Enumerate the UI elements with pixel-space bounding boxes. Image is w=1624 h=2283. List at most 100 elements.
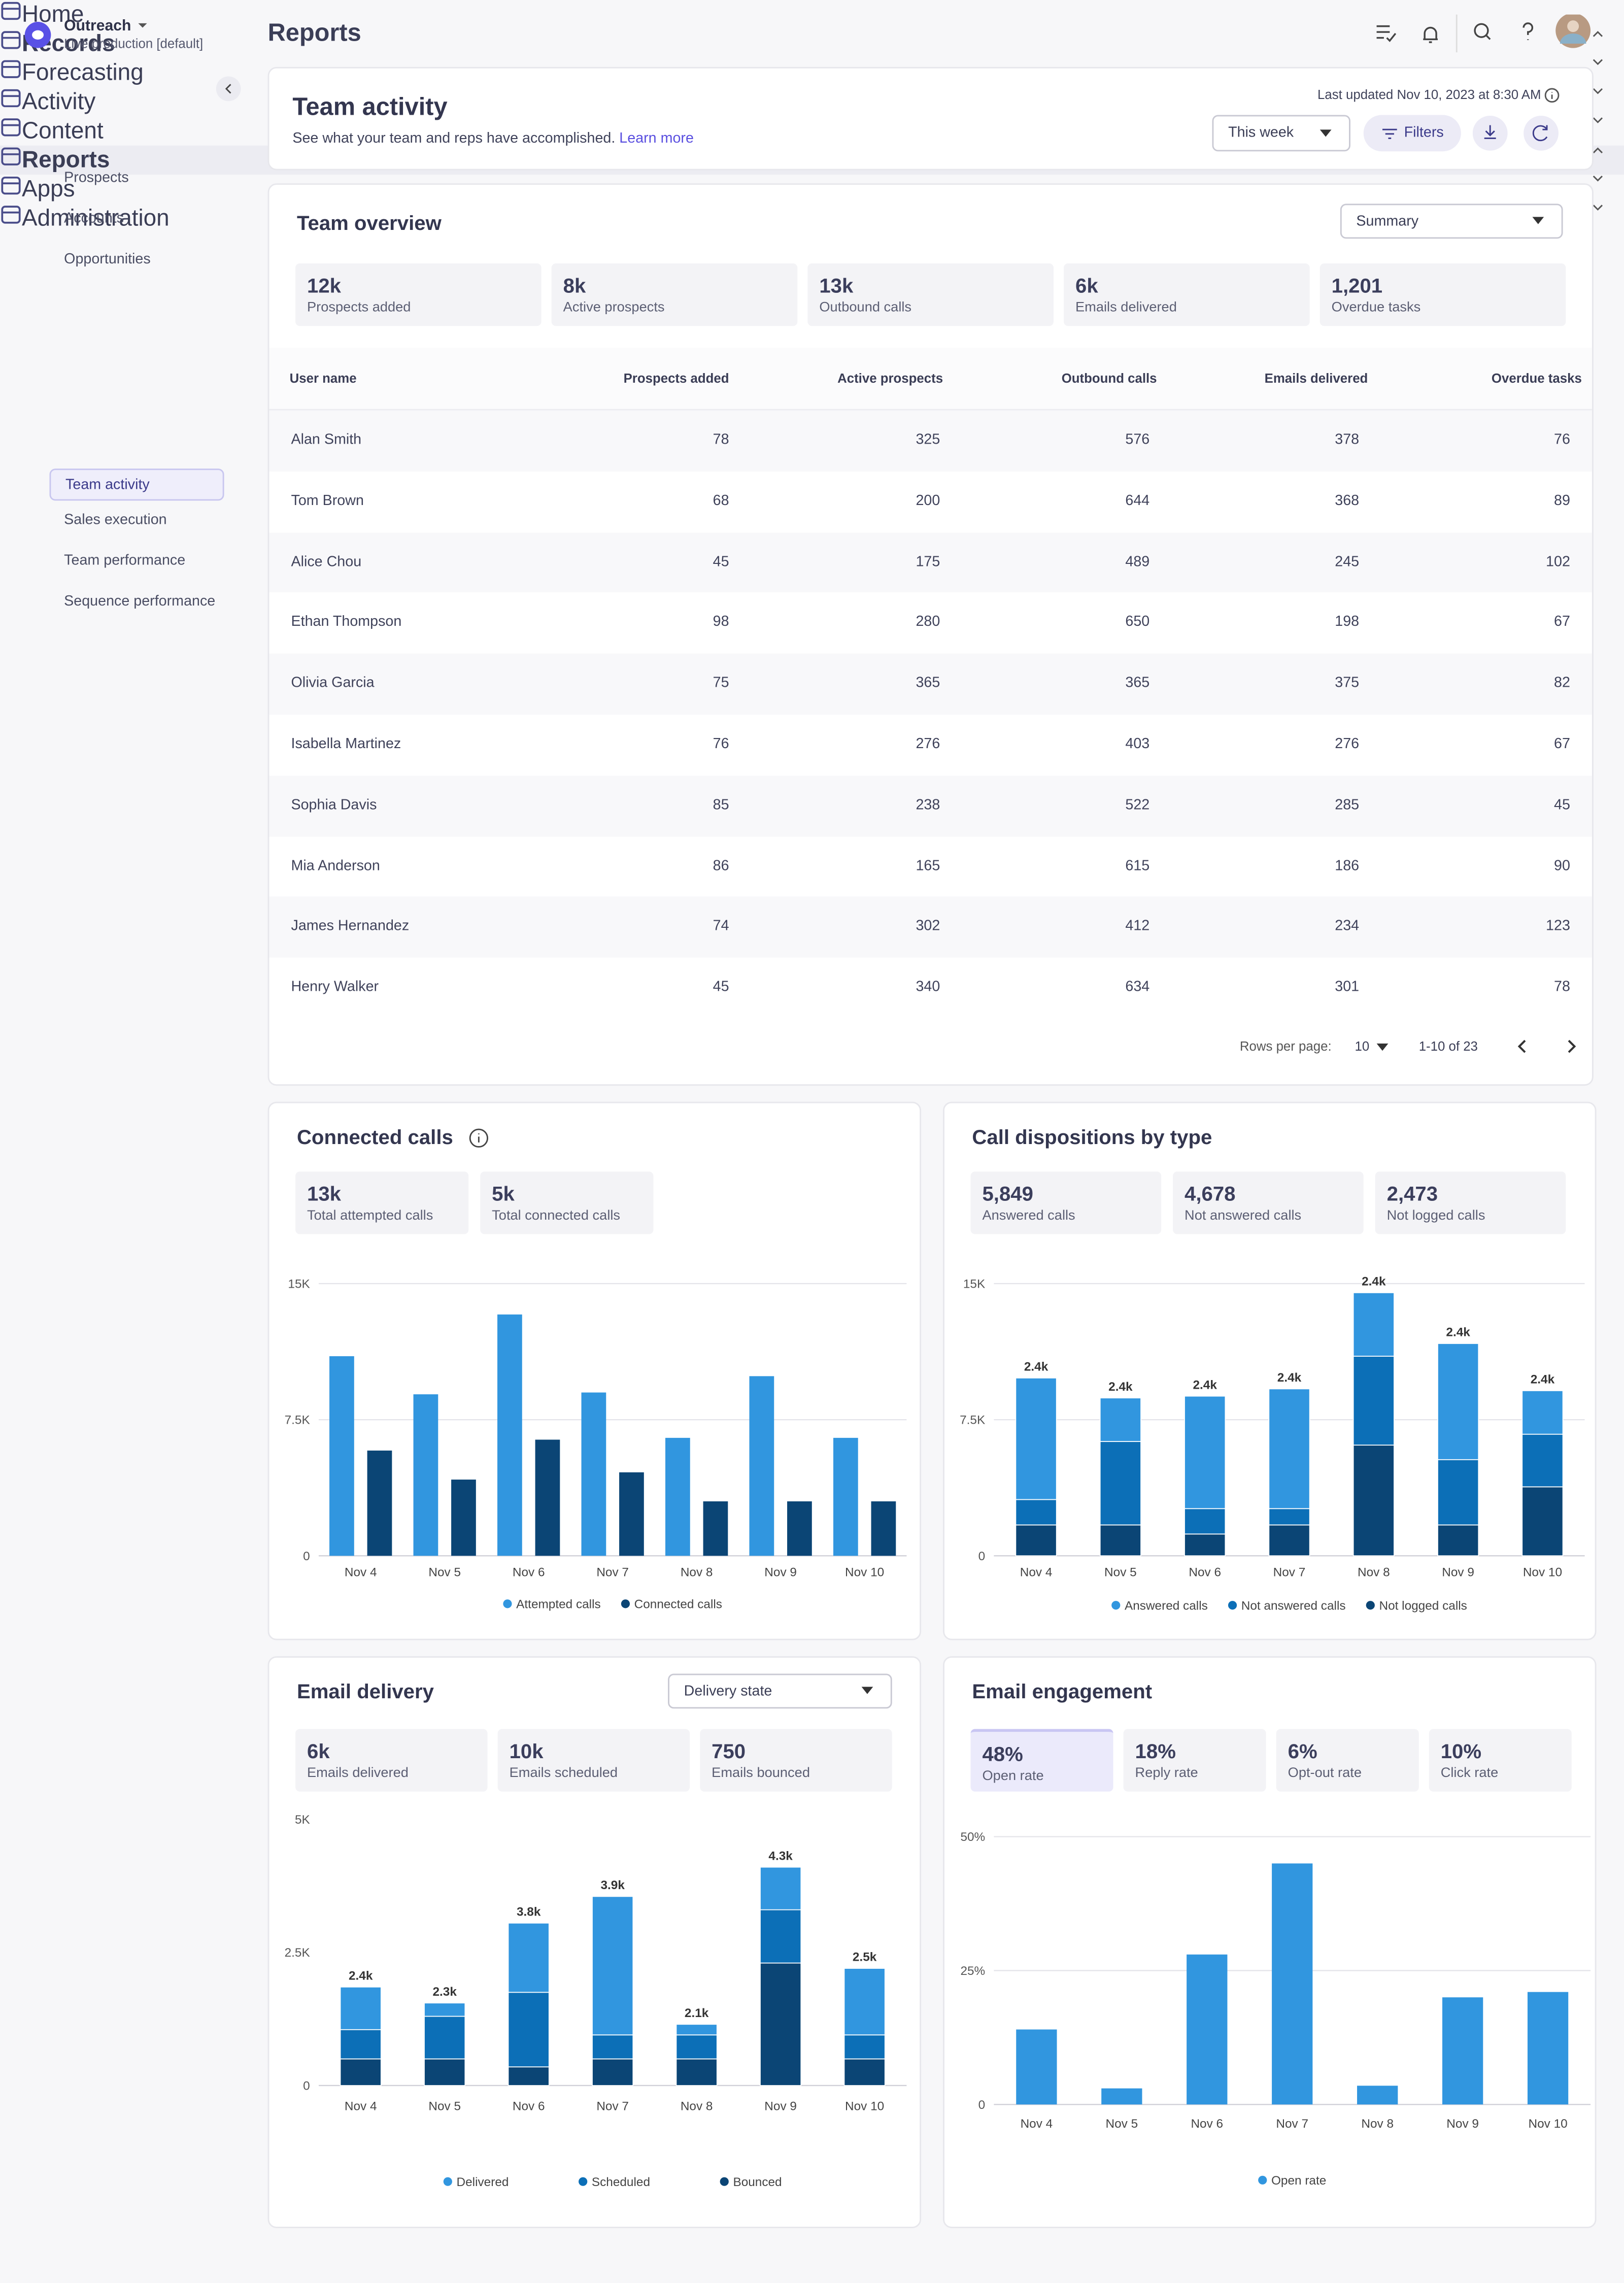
stat-value: 6k: [1075, 274, 1098, 297]
y-tick-label: 0: [303, 2079, 310, 2093]
nav-label: Forecasting: [22, 61, 144, 86]
legend: Open rate: [1258, 2174, 1326, 2188]
pagination[interactable]: [1513, 1036, 1579, 1057]
nav-item[interactable]: Activity: [0, 87, 1624, 116]
table-cell: 276: [1335, 736, 1360, 753]
bar-segment: [507, 1992, 550, 2068]
stat-label: Opt-out rate: [1288, 1765, 1362, 1782]
nav-subitem[interactable]: Team performance: [64, 553, 186, 569]
table-cell: 198: [1335, 615, 1360, 631]
nav-subitem[interactable]: Sales execution: [64, 512, 167, 528]
stat-label: Not logged calls: [1386, 1207, 1485, 1224]
caret: [1376, 1043, 1389, 1051]
legend-label: Attempted calls: [516, 1597, 601, 1611]
bar-annotation: 2.4k: [1024, 1360, 1048, 1374]
logo[interactable]: [23, 20, 52, 57]
stat-value: 6k: [307, 1739, 330, 1763]
bar-annotation: 2.5k: [853, 1951, 877, 1964]
bar-segment: [340, 2058, 382, 2086]
bar-annotation: 2.4k: [349, 1969, 373, 1983]
table-cell: Ethan Thompson: [291, 615, 402, 631]
nav-subitem[interactable]: Prospects: [64, 170, 129, 187]
delivery-select[interactable]: Delivery state: [668, 1673, 892, 1709]
header-card: Team activity See what your team and rep…: [267, 66, 1594, 171]
y-tick-label: 0: [303, 1550, 310, 1563]
nav-subitem[interactable]: Opportunities: [64, 252, 151, 268]
chart-card: Delivery state Email delivery 6k Emails de…: [267, 1656, 922, 2228]
bar-segment: [1184, 1395, 1226, 1509]
bar-segment: [843, 2034, 886, 2060]
learn-more-link[interactable]: Learn more: [619, 131, 694, 147]
x-tick-label: Nov 8: [681, 1565, 713, 1579]
bar: [619, 1472, 644, 1556]
info-icon[interactable]: [468, 1128, 489, 1148]
bar-segment: [1521, 1390, 1564, 1435]
range-select[interactable]: This week: [1212, 115, 1350, 152]
nav-subitem[interactable]: Sequence performance: [64, 593, 216, 610]
column-header: Emails delivered: [1264, 371, 1368, 386]
nav-subitem[interactable]: Accounts: [64, 211, 124, 227]
bar: [497, 1314, 522, 1556]
chart: 0 2.5K 5K Nov 4 2.4k Nov 5 2.3k Nov 6 3.8k Nov 7 3…: [285, 1813, 907, 2189]
table-cell: Alice Chou: [291, 554, 362, 570]
info-icon[interactable]: [1544, 87, 1560, 104]
stat-label: Emails bounced: [712, 1765, 810, 1782]
table-cell: 74: [713, 919, 729, 935]
x-tick-label: Nov 9: [764, 2100, 797, 2113]
y-tick-label: 25%: [960, 1964, 985, 1978]
action-buttons[interactable]: [1472, 115, 1563, 152]
table-cell: 76: [713, 736, 729, 753]
table-cell: 68: [713, 493, 729, 510]
table-cell: 403: [1125, 736, 1150, 753]
table-cell: 45: [1554, 797, 1570, 814]
org-name[interactable]: Outreach: [64, 17, 131, 35]
nav-item[interactable]: Apps: [0, 175, 1624, 204]
stat-label: Emails delivered: [1075, 299, 1177, 316]
x-tick-label: Nov 10: [845, 2100, 884, 2113]
view-select[interactable]: Summary: [1340, 204, 1563, 239]
x-tick-label: Nov 7: [596, 1565, 629, 1579]
y-tick-label: 0: [978, 2098, 986, 2112]
chart-title: Call dispositions by type: [972, 1125, 1212, 1149]
x-tick-label: Nov 10: [1528, 2117, 1567, 2131]
column-header: Prospects added: [623, 371, 729, 386]
stat-box: 8k Active prospects: [551, 263, 798, 326]
filters-button[interactable]: Filters: [1363, 115, 1461, 152]
table-cell: 90: [1554, 858, 1570, 875]
table-cell: 615: [1125, 858, 1150, 875]
y-tick-label: 7.5K: [960, 1414, 985, 1427]
x-tick-label: Nov 9: [1446, 2117, 1479, 2131]
y-tick-label: 2.5K: [285, 1946, 310, 1960]
bar-segment: [592, 2058, 634, 2086]
nav-item[interactable]: Content: [0, 116, 1624, 145]
top-icons[interactable]: [1368, 14, 1601, 53]
bar-annotation: 2.4k: [1362, 1275, 1386, 1289]
bar-segment: [1352, 1445, 1395, 1557]
x-tick-label: Nov 7: [1276, 2117, 1308, 2131]
y-tick-label: 0: [978, 1550, 986, 1563]
column-header: Overdue tasks: [1491, 371, 1582, 386]
stat-box: 6k Emails delivered: [1064, 263, 1310, 326]
rows-per-page[interactable]: 10: [1355, 1039, 1370, 1054]
stat-value: 5,849: [982, 1182, 1033, 1205]
y-tick-label: 50%: [960, 1830, 985, 1844]
header-subtitle: See what your team and reps have accompl…: [292, 131, 694, 147]
page-range: 1-10 of 23: [1418, 1039, 1478, 1054]
bar-segment: [1015, 1378, 1057, 1500]
collapse-button[interactable]: [215, 76, 242, 102]
bar-segment: [507, 1923, 550, 1993]
nav-item[interactable]: Administration: [0, 204, 1624, 232]
stat-label: Active prospects: [563, 299, 665, 316]
table-header-band: [269, 348, 1592, 411]
stat-value: 8k: [563, 274, 586, 297]
legend-swatch: [1258, 2175, 1267, 2185]
table-cell: 325: [916, 432, 940, 449]
chart-title: Connected calls: [296, 1125, 453, 1149]
nav-item[interactable]: Forecasting: [0, 58, 1624, 87]
table-cell: 234: [1335, 919, 1360, 935]
bar-annotation: 2.4k: [1277, 1371, 1302, 1385]
x-tick-label: Nov 4: [1020, 1565, 1053, 1579]
bar-annotation: 2.4k: [1446, 1326, 1470, 1339]
bar-segment: [1352, 1292, 1395, 1357]
nav-subitem-active[interactable]: Team activity: [49, 468, 224, 501]
